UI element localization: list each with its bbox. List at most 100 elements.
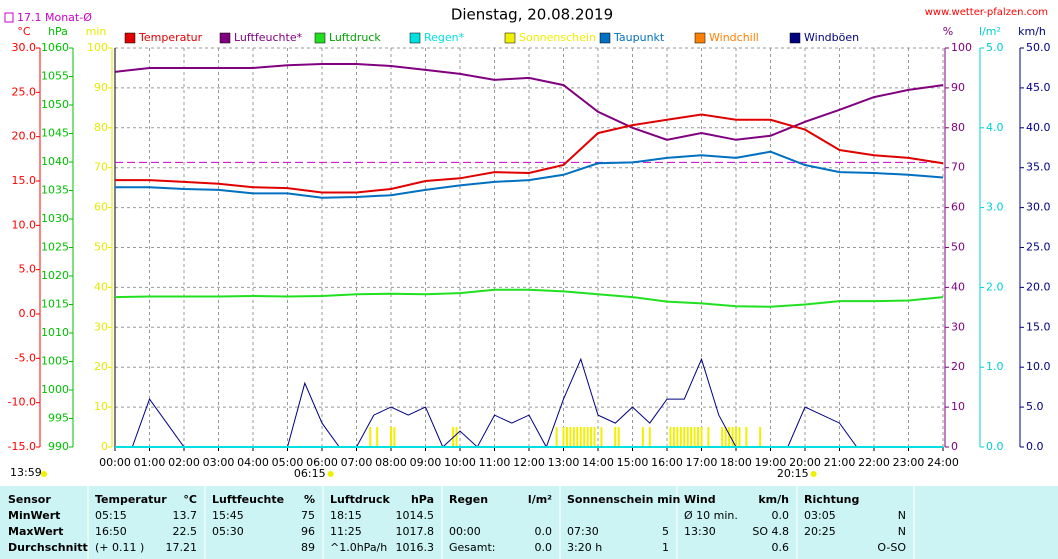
x-tick-label: 08:00 — [375, 456, 407, 469]
sunshine-bar — [759, 427, 762, 447]
sunshine-bar — [455, 427, 458, 447]
table-header: l/m² — [528, 493, 552, 506]
table-header: Sonnenschein min — [567, 493, 680, 506]
sunshine-bar — [672, 427, 675, 447]
x-tick-label: 06:00 — [306, 456, 338, 469]
table-cell: 96 — [301, 525, 315, 538]
sunshine-bar — [690, 427, 693, 447]
table-cell: 13.7 — [173, 509, 198, 522]
table-cell: (+ 0.11 ) — [95, 541, 144, 554]
x-tick-label: 11:00 — [479, 456, 511, 469]
sunshine-bar — [562, 427, 565, 447]
table-header: °C — [183, 493, 197, 506]
x-tick-label: 21:00 — [824, 456, 856, 469]
y-tick-label: 70 — [951, 161, 965, 174]
sunshine-bar — [617, 427, 620, 447]
y-tick-label: 60 — [94, 201, 108, 214]
monthly-average-key — [4, 12, 14, 23]
sunshine-bar — [579, 427, 582, 447]
sunshine-bar — [593, 427, 596, 447]
table-cell: N — [898, 525, 906, 538]
y-tick-label: 1030 — [41, 212, 69, 225]
legend-label: Luftfeuchte* — [234, 31, 303, 44]
table-cell: ^1.0hPa/h — [330, 541, 387, 554]
x-tick-label: 22:00 — [858, 456, 890, 469]
sunset-label: 20:15 — [777, 467, 809, 480]
y-tick-label: 20 — [951, 360, 965, 373]
table-cell: 20:25 — [804, 525, 836, 538]
table-cell: 1014.5 — [396, 509, 435, 522]
chart-title: Dienstag, 20.08.2019 — [451, 6, 613, 24]
y-tick-label: 20 — [94, 360, 108, 373]
y-tick-label: 1.0 — [986, 360, 1004, 373]
y-tick-label: -15.0 — [8, 440, 36, 453]
sunshine-bar — [731, 427, 734, 447]
table-cell: 17.21 — [166, 541, 198, 554]
table-cell: 22.5 — [173, 525, 198, 538]
y-tick-label: 1045 — [41, 127, 69, 140]
sunshine-bar — [721, 427, 724, 447]
y-tick-label: 10.0 — [12, 218, 37, 231]
sunshine-bar — [686, 427, 689, 447]
stats-table-bg — [0, 486, 1058, 559]
table-header: km/h — [758, 493, 789, 506]
x-tick-label: 01:00 — [134, 456, 166, 469]
y-tick-label: 1025 — [41, 241, 69, 254]
y-tick-label: 10 — [94, 400, 108, 413]
y-tick-label: 80 — [951, 121, 965, 134]
legend-label: Taupunkt — [613, 31, 665, 44]
y-tick-label: 90 — [94, 81, 108, 94]
sunshine-bar — [728, 427, 731, 447]
table-cell: 16:50 — [95, 525, 127, 538]
series-line — [114, 288, 944, 308]
legend-swatch — [694, 32, 706, 44]
sunshine-bar — [700, 427, 703, 447]
legend-label: Temperatur — [138, 31, 203, 44]
y-tick-label: 50.0 — [1026, 41, 1051, 54]
y-tick-label: 30.0 — [12, 41, 37, 54]
table-cell: MinWert — [8, 509, 60, 522]
table-cell: 00:00 — [449, 525, 481, 538]
table-header: % — [304, 493, 315, 506]
table-cell: SO 4.8 — [752, 525, 789, 538]
sunshine-bar — [393, 427, 396, 447]
sunshine-bar — [376, 427, 379, 447]
table-cell: 89 — [301, 541, 315, 554]
legend-swatch — [409, 32, 421, 44]
y-tick-label: 20.0 — [1026, 280, 1051, 293]
legend-swatch — [219, 32, 231, 44]
sunshine-bar — [724, 427, 727, 447]
y-tick-label: 995 — [48, 412, 69, 425]
table-cell: 07:30 — [567, 525, 599, 538]
table-cell: 15:45 — [212, 509, 244, 522]
y-tick-label: 1005 — [41, 355, 69, 368]
table-cell: Durchschnitt — [8, 541, 88, 554]
y-tick-label: 1040 — [41, 155, 69, 168]
y-tick-label: 25.0 — [12, 85, 37, 98]
legend-label: Sonnenschein — [519, 31, 596, 44]
sunshine-bar — [745, 427, 748, 447]
table-cell: 0.0 — [535, 525, 553, 538]
legend-swatch — [789, 32, 801, 44]
sunshine-bar — [679, 427, 682, 447]
table-header: Richtung — [804, 493, 859, 506]
x-tick-label: 05:00 — [272, 456, 304, 469]
sunshine-bar — [555, 427, 558, 447]
x-tick-label: 07:00 — [341, 456, 373, 469]
y-tick-label: 10.0 — [1026, 360, 1051, 373]
y-tick-label: -10.0 — [8, 396, 36, 409]
y-tick-label: 40 — [94, 280, 108, 293]
table-cell: 0.6 — [772, 541, 790, 554]
y-tick-label: 50 — [951, 241, 965, 254]
legend-swatch — [124, 32, 136, 44]
y-tick-label: -5.0 — [15, 351, 36, 364]
x-tick-label: 00:00 — [99, 456, 131, 469]
y-tick-label: 30 — [951, 320, 965, 333]
table-cell: 05:30 — [212, 525, 244, 538]
y-tick-label: 100 — [87, 41, 108, 54]
sunshine-bar — [697, 427, 700, 447]
y-tick-label: 1035 — [41, 184, 69, 197]
y-tick-label: 0.0 — [19, 307, 37, 320]
